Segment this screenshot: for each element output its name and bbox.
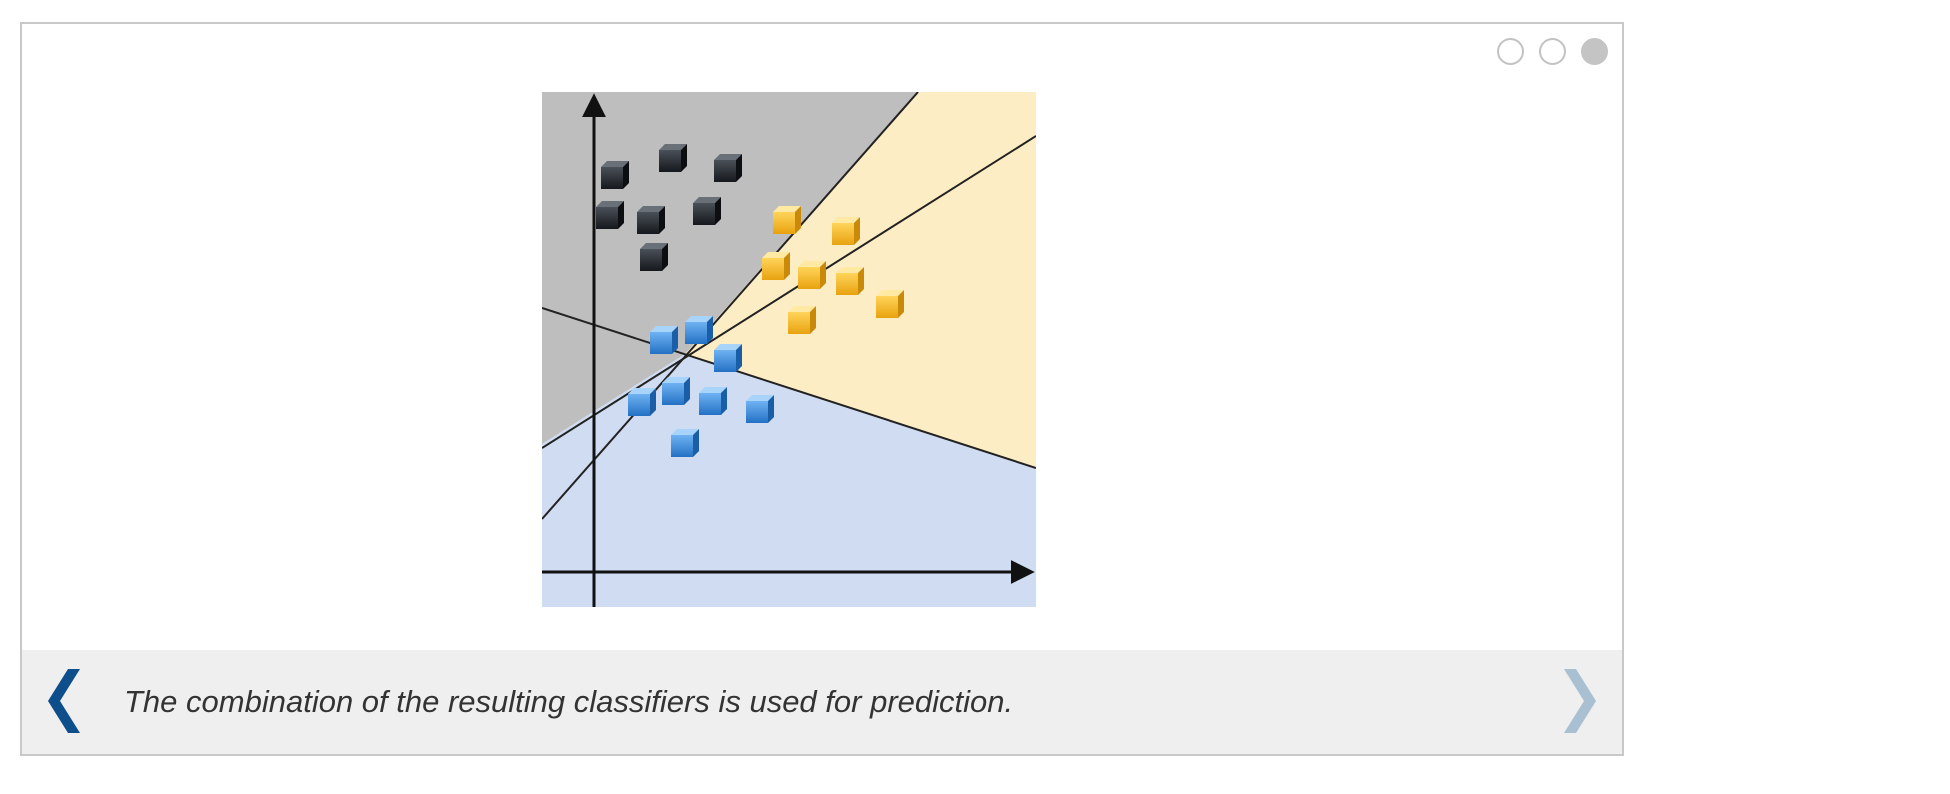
dark-cube: [693, 197, 721, 225]
slide-frame: The combination of the resulting classif…: [20, 22, 1624, 756]
blue-cube: [685, 316, 713, 344]
dark-cube: [714, 154, 742, 182]
boundary-line-1: [542, 92, 919, 520]
next-slide-button[interactable]: [1546, 666, 1606, 736]
dark-cube: [659, 144, 687, 172]
blue-cube: [714, 344, 742, 372]
slide-caption: The combination of the resulting classif…: [124, 684, 1014, 719]
chevron-right-icon: [1564, 669, 1596, 733]
blue-cube: [628, 388, 656, 416]
slide-indicator: [1497, 38, 1608, 65]
yellow-cube: [788, 306, 816, 334]
slide-dot-2[interactable]: [1539, 38, 1566, 65]
slide-dot-1[interactable]: [1497, 38, 1524, 65]
dark-cube: [640, 243, 668, 271]
blue-cube: [662, 377, 690, 405]
yellow-cube: [832, 217, 860, 245]
chevron-left-icon: [48, 669, 80, 733]
blue-cube: [746, 395, 774, 423]
blue-cube: [671, 429, 699, 457]
yellow-cube: [773, 206, 801, 234]
yellow-cube: [876, 290, 904, 318]
yellow-cube: [798, 261, 826, 289]
blue-cube: [699, 387, 727, 415]
boundary-line-2: [542, 135, 1036, 449]
previous-slide-button[interactable]: [38, 666, 98, 736]
slide-dot-3[interactable]: [1581, 38, 1608, 65]
blue-cube: [650, 326, 678, 354]
region-blue: [542, 354, 1036, 607]
dark-cube: [637, 206, 665, 234]
caption-bar: The combination of the resulting classif…: [22, 650, 1622, 754]
yellow-cube: [836, 267, 864, 295]
region-gray: [542, 92, 918, 444]
classifier-diagram: [542, 92, 1036, 607]
boundary-line-3: [542, 307, 1036, 469]
dark-cube: [596, 201, 624, 229]
yellow-cube: [762, 252, 790, 280]
dark-cube: [601, 161, 629, 189]
